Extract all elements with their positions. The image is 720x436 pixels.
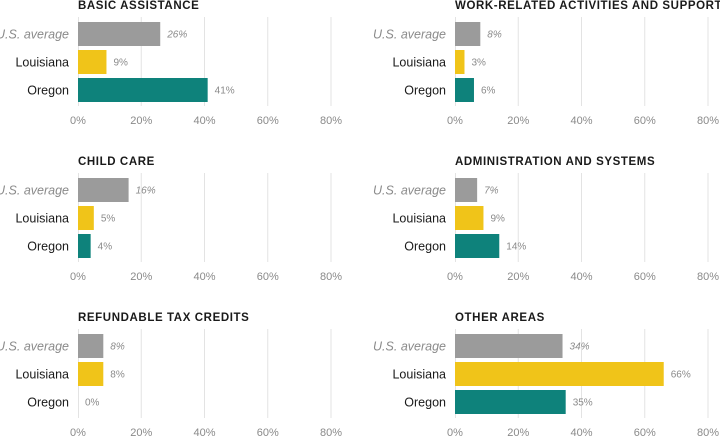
x-tick-label: 40% [193, 427, 215, 436]
category-label: U.S. average [0, 184, 69, 198]
x-tick-label: 60% [634, 427, 656, 436]
panel-title: ADMINISTRATION AND SYSTEMS [455, 156, 655, 168]
category-label: U.S. average [373, 184, 446, 198]
bar-oregon [455, 390, 566, 414]
category-label: U.S. average [0, 28, 69, 42]
value-label: 14% [506, 242, 526, 253]
value-label: 6% [481, 86, 496, 97]
panel-child-care: CHILD CARE 0% 20% 40% 60% 80% U.S. average 16% L… [0, 156, 342, 283]
value-label: 26% [166, 30, 187, 41]
value-label: 8% [487, 30, 502, 41]
x-tick-label: 40% [570, 115, 592, 127]
x-tick-label: 60% [257, 271, 279, 283]
value-label: 34% [570, 342, 590, 353]
x-tick-label: 40% [570, 427, 592, 436]
value-label: 41% [215, 86, 235, 97]
category-label: Louisiana [15, 56, 69, 70]
value-label: 9% [113, 58, 128, 69]
value-label: 8% [110, 370, 125, 381]
panel-title: WORK-RELATED ACTIVITIES AND SUPPORT [455, 0, 720, 12]
panel-title: BASIC ASSISTANCE [78, 0, 199, 12]
panel-refundable-tax-credits: REFUNDABLE TAX CREDITS 0% 20% 40% 60% 80% U.S.… [0, 312, 342, 436]
bar-oregon [455, 78, 474, 102]
category-label: U.S. average [373, 340, 446, 354]
x-tick-label: 0% [70, 427, 86, 436]
value-label: 8% [110, 342, 125, 353]
value-label: 5% [101, 214, 116, 225]
category-label: Louisiana [392, 56, 446, 70]
category-label: Louisiana [392, 368, 446, 382]
value-label: 16% [136, 186, 156, 197]
x-tick-label: 80% [320, 271, 342, 283]
category-label: Oregon [27, 240, 69, 254]
bar-oregon [455, 234, 500, 258]
x-tick-label: 0% [447, 427, 463, 436]
x-tick-label: 20% [507, 115, 529, 127]
panel-basic-assistance: BASIC ASSISTANCE 0% 20% 40% 60% 80% U.S. avera… [0, 0, 342, 127]
x-tick-label: 80% [697, 115, 719, 127]
bar-louisiana [78, 206, 94, 230]
bar-oregon [78, 78, 208, 102]
x-tick-label: 20% [130, 115, 152, 127]
bar-louisiana [455, 206, 484, 230]
category-label: U.S. average [0, 340, 69, 354]
x-tick-label: 40% [193, 271, 215, 283]
bar-louisiana [78, 50, 107, 74]
value-label: 4% [98, 242, 113, 253]
x-tick-label: 20% [130, 271, 152, 283]
x-tick-label: 80% [697, 271, 719, 283]
x-tick-label: 80% [320, 427, 342, 436]
x-tick-label: 0% [70, 115, 86, 127]
bar-oregon [78, 234, 91, 258]
bar-louisiana [455, 50, 465, 74]
x-tick-label: 0% [447, 115, 463, 127]
value-label: 66% [671, 370, 691, 381]
category-label: Oregon [404, 84, 446, 98]
bar-u-s-average [455, 178, 478, 202]
category-label: Louisiana [392, 212, 446, 226]
x-tick-label: 0% [70, 271, 86, 283]
value-label: 9% [490, 214, 505, 225]
category-label: Louisiana [15, 212, 69, 226]
x-tick-label: 80% [320, 115, 342, 127]
value-label: 35% [573, 398, 593, 409]
panel-title: REFUNDABLE TAX CREDITS [78, 312, 249, 324]
category-label: Oregon [404, 240, 446, 254]
category-label: U.S. average [373, 28, 446, 42]
x-tick-label: 20% [507, 271, 529, 283]
x-tick-label: 60% [257, 427, 279, 436]
panel-administration-and-systems: ADMINISTRATION AND SYSTEMS 0% 20% 40% 60% 80%… [373, 156, 719, 283]
value-label: 7% [484, 186, 499, 197]
panel-work-related-activities-and-support: WORK-RELATED ACTIVITIES AND SUPPORT 0% 20%… [373, 0, 720, 127]
category-label: Oregon [404, 396, 446, 410]
x-tick-label: 60% [634, 271, 656, 283]
category-label: Louisiana [15, 368, 69, 382]
value-label: 0% [85, 398, 100, 409]
x-tick-label: 40% [570, 271, 592, 283]
bar-u-s-average [78, 334, 104, 358]
bar-louisiana [455, 362, 664, 386]
x-tick-label: 0% [447, 271, 463, 283]
category-label: Oregon [27, 84, 69, 98]
panel-title: CHILD CARE [78, 156, 155, 168]
bar-louisiana [78, 362, 104, 386]
bar-u-s-average [78, 22, 161, 46]
panel-other-areas: OTHER AREAS 0% 20% 40% 60% 80% U.S. average 34%… [373, 312, 719, 436]
bar-u-s-average [455, 22, 481, 46]
x-tick-label: 20% [130, 427, 152, 436]
x-tick-label: 80% [697, 427, 719, 436]
panel-title: OTHER AREAS [455, 312, 545, 324]
bar-u-s-average [455, 334, 563, 358]
bar-u-s-average [78, 178, 129, 202]
x-tick-label: 40% [193, 115, 215, 127]
x-tick-label: 60% [257, 115, 279, 127]
x-tick-label: 60% [634, 115, 656, 127]
category-label: Oregon [27, 396, 69, 410]
x-tick-label: 20% [507, 427, 529, 436]
value-label: 3% [471, 58, 486, 69]
